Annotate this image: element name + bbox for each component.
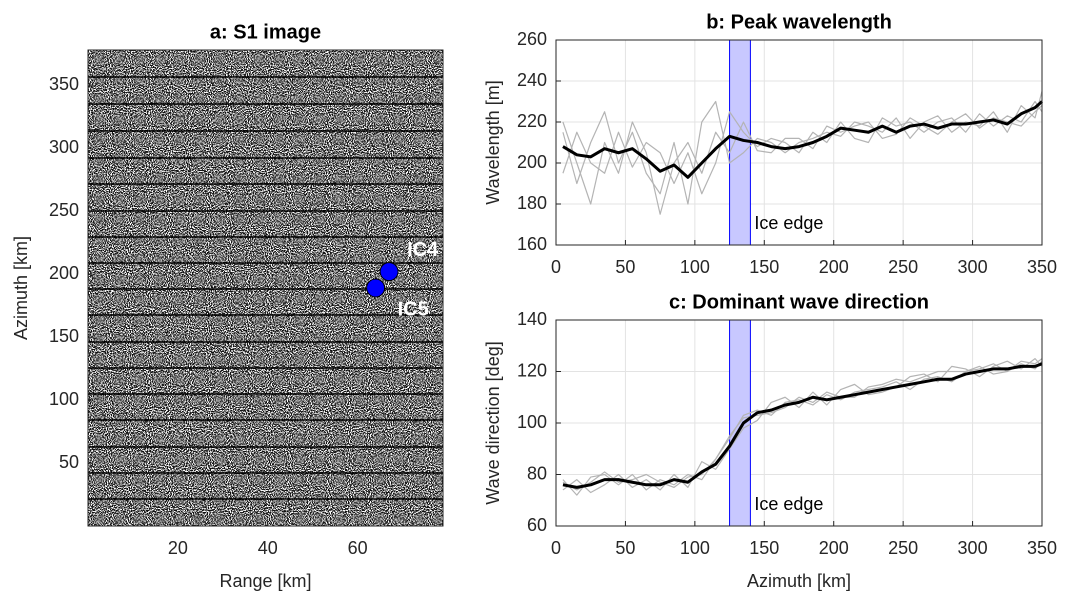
x-tick-label: 0 (551, 538, 561, 558)
y-axis-label: Azimuth [km] (11, 236, 31, 340)
y-tick-label: 120 (517, 360, 547, 380)
plot-frame (87, 49, 444, 527)
y-axis-label: Wavelength [m] (483, 80, 503, 204)
x-tick-label: 350 (1027, 538, 1057, 558)
y-tick-label: 250 (49, 200, 79, 220)
x-tick-label: 0 (551, 257, 561, 277)
y-tick-label: 180 (517, 193, 547, 213)
y-tick-label: 240 (517, 70, 547, 90)
x-tick-label: 150 (749, 538, 779, 558)
y-tick-label: 150 (49, 326, 79, 346)
y-tick-label: 300 (49, 137, 79, 157)
x-tick-label: 350 (1027, 257, 1057, 277)
x-tick-label: 300 (958, 257, 988, 277)
series-line (562, 360, 1043, 491)
x-tick-label: 60 (348, 538, 368, 558)
x-tick-label: 50 (615, 257, 635, 277)
y-tick-label: 50 (59, 452, 79, 472)
chart-title: b: Peak wavelength (706, 11, 892, 33)
y-tick-label: 100 (517, 412, 547, 432)
x-axis-label: Range [km] (219, 571, 311, 591)
x-tick-label: 20 (168, 538, 188, 558)
y-tick-label: 200 (517, 152, 547, 172)
x-tick-label: 100 (680, 257, 710, 277)
series-line (562, 100, 1043, 179)
y-tick-label: 220 (517, 111, 547, 131)
y-tick-label: 80 (527, 463, 547, 483)
x-tick-label: 50 (615, 538, 635, 558)
x-tick-label: 250 (888, 257, 918, 277)
y-tick-label: 160 (517, 234, 547, 254)
x-tick-label: 250 (888, 538, 918, 558)
sar-image (88, 50, 443, 526)
annotation: Ice edge (754, 213, 823, 233)
chart-title: a: S1 image (210, 21, 321, 43)
series-line (562, 362, 1043, 489)
y-tick-label: 140 (517, 309, 547, 329)
x-tick-label: 150 (749, 257, 779, 277)
y-tick-label: 350 (49, 74, 79, 94)
plot-frame (555, 319, 1043, 527)
point-label: IC5 (398, 298, 429, 320)
annotation: Ice edge (754, 494, 823, 514)
chart-title: c: Dominant wave direction (669, 291, 929, 313)
y-tick-label: 100 (49, 389, 79, 409)
y-tick-label: 260 (517, 29, 547, 49)
x-tick-label: 100 (680, 538, 710, 558)
x-tick-label: 40 (258, 538, 278, 558)
x-tick-label: 300 (958, 538, 988, 558)
x-tick-label: 200 (819, 257, 849, 277)
point (379, 262, 399, 282)
plot-frame (555, 39, 1043, 246)
x-tick-label: 200 (819, 538, 849, 558)
y-axis-label: Wave direction [deg] (483, 341, 503, 504)
y-tick-label: 60 (527, 515, 547, 535)
y-tick-label: 200 (49, 263, 79, 283)
point (366, 278, 386, 298)
x-axis-label: Azimuth [km] (747, 571, 851, 591)
point-label: IC4 (407, 239, 439, 261)
